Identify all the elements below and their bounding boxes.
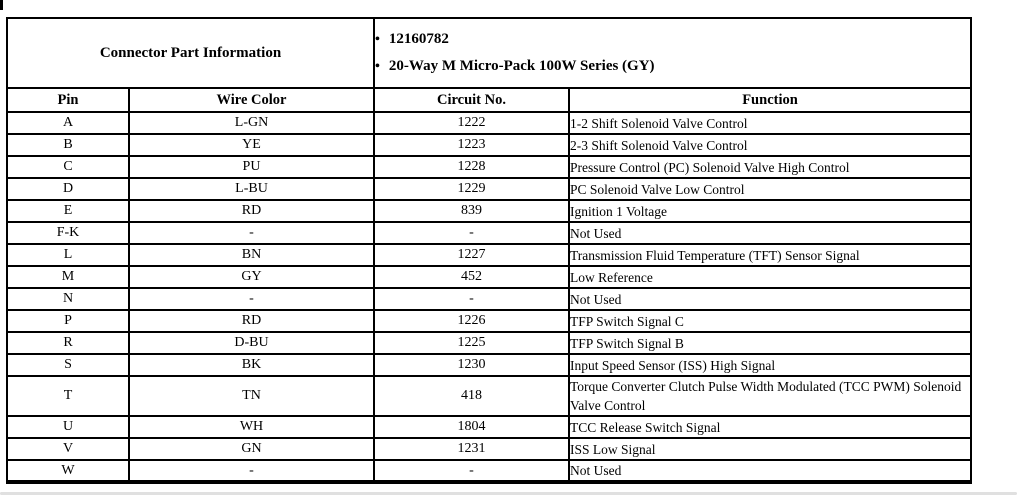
connector-pinout-table: Connector Part Information • 12160782 • 20-… [6,17,972,484]
function-cell: Not Used [568,287,972,311]
pin-cell: R [6,331,130,355]
circuit-no-cell: 1230 [373,353,570,377]
function-cell: Ignition 1 Voltage [568,199,972,223]
table-header-row: Pin Wire Color Circuit No. Function [6,87,972,113]
horizontal-scrollbar-track[interactable] [0,492,1017,495]
circuit-no-cell: 1223 [373,133,570,157]
function-cell: TCC Release Switch Signal [568,415,972,439]
connector-detail-text: 12160782 [388,31,449,47]
window-corner-mark [0,0,3,10]
table-row: R D-BU 1225 TFP Switch Signal B [6,331,972,355]
pin-cell: B [6,133,130,157]
wire-color-cell: - [128,221,375,245]
table-row: F-K - - Not Used [6,221,972,245]
function-cell: Not Used [568,221,972,245]
circuit-no-cell: 1229 [373,177,570,201]
table-row: S BK 1230 Input Speed Sensor (ISS) High Sig… [6,353,972,377]
table-row: N - - Not Used [6,287,972,311]
pin-cell: P [6,309,130,333]
function-cell: Pressure Control (PC) Solenoid Valve Hig… [568,155,972,179]
connector-detail-item: • 20-Way M Micro-Pack 100W Series (GY) [375,53,969,80]
circuit-no-cell: - [373,287,570,311]
table-row: U WH 1804 TCC Release Switch Signal [6,415,972,439]
wire-color-cell: PU [128,155,375,179]
wire-color-cell: BN [128,243,375,267]
function-cell: Not Used [568,459,972,484]
table-row: P RD 1226 TFP Switch Signal C [6,309,972,333]
table-row: T TN 418 Torque Converter Clutch Pulse Widt… [6,375,972,417]
table-row: M GY 452 Low Reference [6,265,972,289]
circuit-no-cell: 1227 [373,243,570,267]
circuit-no-cell: 1804 [373,415,570,439]
table-row: L BN 1227 Transmission Fluid Temperature (T… [6,243,972,267]
column-header-circuit-no: Circuit No. [373,87,570,113]
wire-color-cell: BK [128,353,375,377]
circuit-no-cell: - [373,221,570,245]
bullet-icon: • [375,58,380,74]
wire-color-cell: WH [128,415,375,439]
pin-cell: L [6,243,130,267]
column-header-pin: Pin [6,87,130,113]
function-cell: Input Speed Sensor (ISS) High Signal [568,353,972,377]
wire-color-cell: L-BU [128,177,375,201]
table-row: V GN 1231 ISS Low Signal [6,437,972,461]
pin-cell: T [6,375,130,417]
wire-color-cell: RD [128,199,375,223]
circuit-no-cell: 1225 [373,331,570,355]
function-cell: Low Reference [568,265,972,289]
circuit-no-cell: 839 [373,199,570,223]
table-row: D L-BU 1229 PC Solenoid Valve Low Control [6,177,972,201]
connector-detail-item: • 12160782 [375,26,969,53]
function-cell: Torque Converter Clutch Pulse Width Modu… [568,375,972,417]
pin-cell: D [6,177,130,201]
connector-detail-text: 20-Way M Micro-Pack 100W Series (GY) [388,58,655,74]
wire-color-cell: - [128,459,375,484]
function-cell: TFP Switch Signal C [568,309,972,333]
circuit-no-cell: - [373,459,570,484]
circuit-no-cell: 1228 [373,155,570,179]
wire-color-cell: GN [128,437,375,461]
circuit-no-cell: 1222 [373,111,570,135]
pin-cell: W [6,459,130,484]
bullet-icon: • [375,31,380,47]
table-row: W - - Not Used [6,459,972,484]
wire-color-cell: L-GN [128,111,375,135]
function-cell: Transmission Fluid Temperature (TFT) Sen… [568,243,972,267]
circuit-no-cell: 418 [373,375,570,417]
pin-cell: U [6,415,130,439]
circuit-no-cell: 452 [373,265,570,289]
circuit-no-cell: 1231 [373,437,570,461]
function-cell: TFP Switch Signal B [568,331,972,355]
wire-color-cell: RD [128,309,375,333]
wire-color-cell: YE [128,133,375,157]
function-cell: PC Solenoid Valve Low Control [568,177,972,201]
pin-cell: E [6,199,130,223]
pin-cell: F-K [6,221,130,245]
connector-detail-list: • 12160782 • 20-Way M Micro-Pack 100W Serie… [375,26,969,80]
pin-cell: V [6,437,130,461]
wire-color-cell: D-BU [128,331,375,355]
pin-cell: M [6,265,130,289]
wire-color-cell: - [128,287,375,311]
pin-cell: N [6,287,130,311]
pin-cell: C [6,155,130,179]
wire-color-cell: TN [128,375,375,417]
table-row: B YE 1223 2-3 Shift Solenoid Valve Control [6,133,972,157]
circuit-no-cell: 1226 [373,309,570,333]
table-row: C PU 1228 Pressure Control (PC) Solenoid Va… [6,155,972,179]
wire-color-cell: GY [128,265,375,289]
connector-part-information-title: Connector Part Information [6,17,375,89]
pin-cell: A [6,111,130,135]
pin-cell: S [6,353,130,377]
column-header-function: Function [568,87,972,113]
table-row: A L-GN 1222 1-2 Shift Solenoid Valve Contro… [6,111,972,135]
table-row: E RD 839 Ignition 1 Voltage [6,199,972,223]
column-header-wire-color: Wire Color [128,87,375,113]
function-cell: ISS Low Signal [568,437,972,461]
connector-part-details-cell: • 12160782 • 20-Way M Micro-Pack 100W Serie… [373,17,972,89]
function-cell: 2-3 Shift Solenoid Valve Control [568,133,972,157]
connector-info-row: Connector Part Information • 12160782 • 20-… [6,17,972,89]
function-cell: 1-2 Shift Solenoid Valve Control [568,111,972,135]
